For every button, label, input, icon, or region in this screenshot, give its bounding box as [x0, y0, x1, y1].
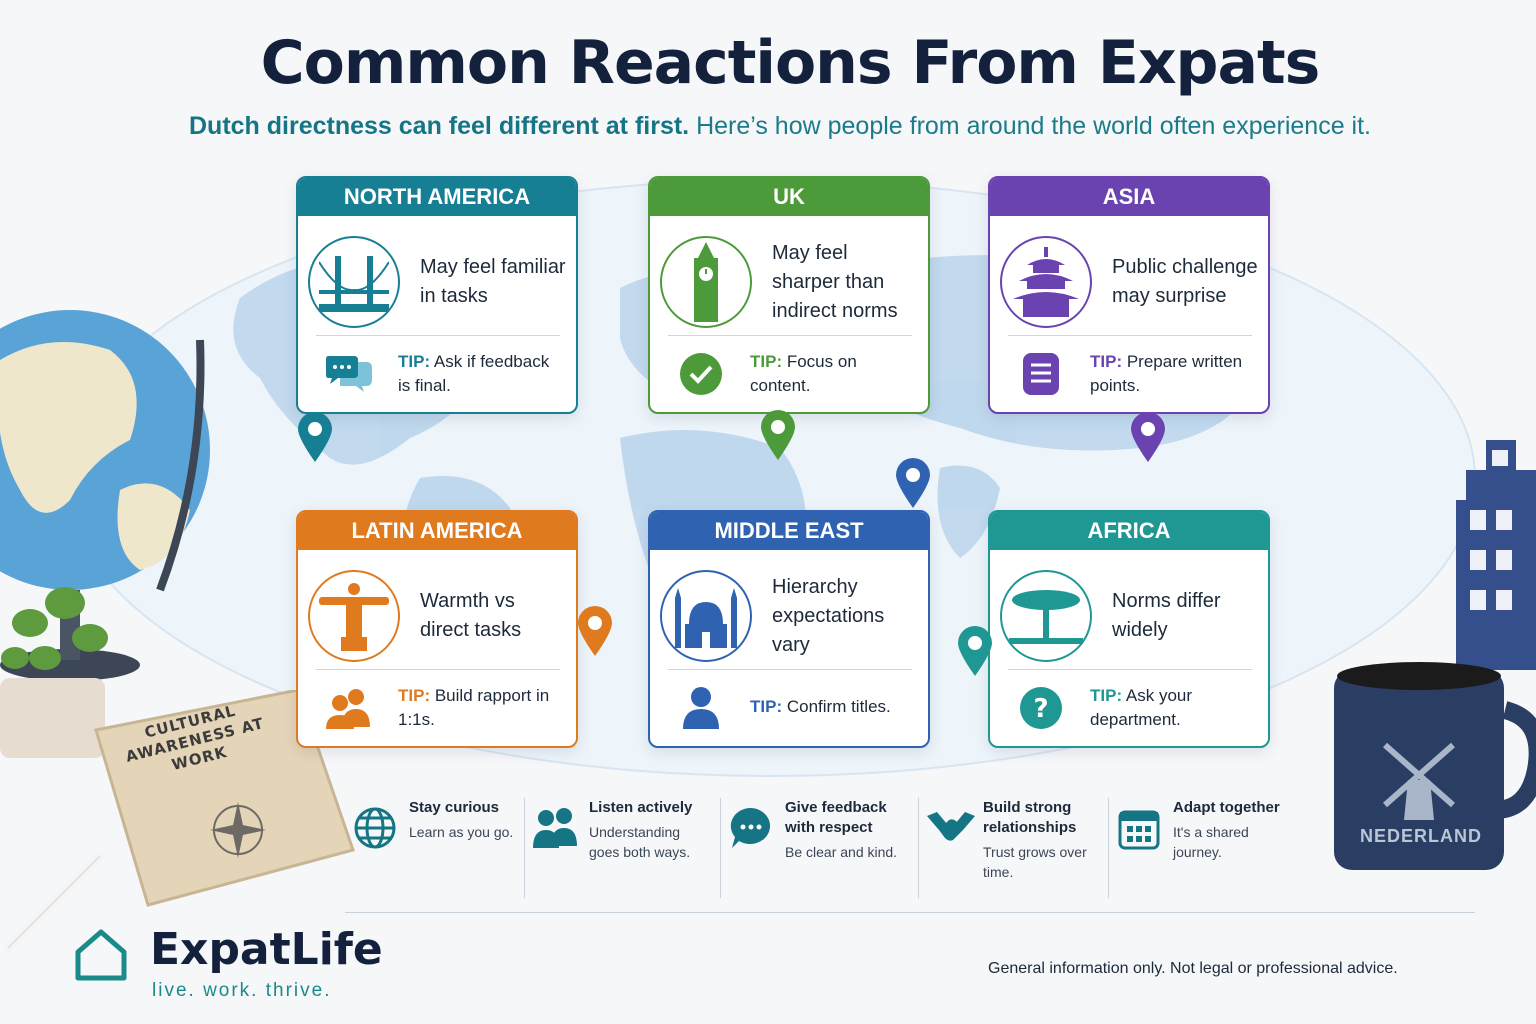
card-divider [1008, 335, 1252, 336]
page-subtitle: Dutch directness can feel different at f… [0, 112, 1536, 141]
tip-label: TIP: [398, 352, 431, 371]
card-region-title: UK [650, 178, 928, 216]
people-icon [533, 806, 579, 852]
card-tip-text: TIP: Focus on content. [750, 350, 918, 398]
pen-decoration [4, 852, 104, 952]
strip-title: Build strong relationships [983, 799, 1077, 836]
big-ben-icon [660, 236, 752, 328]
card-region-title: LATIN AMERICA [298, 512, 576, 550]
tip-label: TIP: [398, 686, 431, 705]
strip-title: Give feedback with respect [785, 799, 887, 836]
card-region-title: NORTH AMERICA [298, 178, 576, 216]
disclaimer: General information only. Not legal or p… [988, 960, 1398, 977]
card-divider [668, 669, 912, 670]
people-icon [326, 685, 372, 731]
pagoda-icon [1000, 236, 1092, 328]
tip-body: Confirm titles. [786, 697, 891, 716]
strip-sub: Trust grows over time. [983, 844, 1087, 880]
card-latin-america: LATIN AMERICA Warmth vs direct tasks TIP… [296, 510, 578, 748]
card-north-america: NORTH AMERICA May feel familiar in tasks… [296, 176, 578, 414]
strip-sub: Understanding goes both ways. [589, 824, 691, 860]
strip-sub: It's a shared journey. [1173, 824, 1249, 860]
mug-label: NEDERLAND [1360, 826, 1483, 846]
house-logo-icon [75, 929, 127, 981]
card-africa: AFRICA Norms differ widely ? TIP: Ask yo… [988, 510, 1270, 748]
brand-tagline: live. work. thrive. [152, 980, 332, 1001]
card-tip-text: TIP: Ask your department. [1090, 684, 1258, 732]
card-reaction: May feel sharper than indirect norms [772, 241, 898, 322]
tip-label: TIP: [1090, 686, 1123, 705]
chat-bubble-icon [729, 806, 775, 852]
strip-title: Stay curious [409, 799, 500, 816]
card-reaction: Hierarchy expectations vary [772, 575, 885, 656]
tip-label: TIP: [750, 697, 783, 716]
map-pin-middle-east [896, 458, 930, 508]
strip-sub: Learn as you go. [409, 824, 514, 840]
strip-item-adapt-together: Adapt together It's a shared journey. [1109, 798, 1309, 898]
strip-title: Adapt together [1173, 799, 1280, 816]
card-region-title: AFRICA [990, 512, 1268, 550]
map-pin-latin-america [578, 606, 612, 656]
card-middle-east: MIDDLE EAST Hierarchy expectations vary … [648, 510, 930, 748]
strip-title: Listen actively [589, 799, 693, 816]
card-reaction: Norms differ widely [1112, 590, 1221, 641]
tip-body: Prepare written points. [1090, 352, 1243, 395]
card-reaction: Warmth vs direct tasks [420, 590, 522, 641]
card-divider [1008, 669, 1252, 670]
map-pin-uk [761, 410, 795, 460]
subtitle-rest: Here’s how people from around the world … [689, 112, 1371, 140]
card-divider [668, 335, 912, 336]
subtitle-strong: Dutch directness can feel different at f… [189, 112, 690, 140]
page-title: Common Reactions From Expats [260, 28, 1321, 98]
strip-item-build-relationships: Build strong relationships Trust grows ov… [919, 798, 1109, 898]
card-region-title: MIDDLE EAST [650, 512, 928, 550]
card-reaction: Public challenge may surprise [1112, 256, 1258, 307]
acacia-tree-icon [1000, 570, 1092, 662]
golden-gate-bridge-icon [308, 236, 400, 328]
document-icon [1018, 351, 1064, 397]
card-tip-text: TIP: Prepare written points. [1090, 350, 1258, 398]
desk-globe-decoration [0, 310, 210, 681]
mosque-icon [660, 570, 752, 662]
coffee-mug-decoration [1334, 662, 1536, 870]
tip-body: Ask if feedback is final. [398, 352, 550, 395]
card-tip-text: TIP: Confirm titles. [750, 695, 891, 719]
tip-body: Ask your department. [1090, 686, 1193, 729]
strip-item-give-feedback: Give feedback with respect Be clear and k… [721, 798, 919, 898]
potted-plant-decoration [0, 587, 108, 758]
brand-name: ExpatLife [150, 924, 383, 975]
svg-text:?: ? [1033, 694, 1048, 724]
card-divider [316, 669, 560, 670]
map-pin-asia [1131, 412, 1165, 462]
question-circle-icon: ? [1018, 685, 1064, 731]
tip-label: TIP: [1090, 352, 1123, 371]
tip-body: Build rapport in 1:1s. [398, 686, 550, 729]
christ-redeemer-icon [308, 570, 400, 662]
card-region-title: ASIA [990, 178, 1268, 216]
chat-bubbles-icon [326, 351, 372, 397]
person-icon [678, 684, 724, 730]
card-uk: UK May feel sharper than indirect norms … [648, 176, 930, 414]
card-tip-text: TIP: Build rapport in 1:1s. [398, 684, 566, 732]
card-asia: ASIA Public challenge may surprise TIP: … [988, 176, 1270, 414]
globe-icon [353, 806, 399, 852]
map-pin-africa [958, 626, 992, 676]
strip-item-stay-curious: Stay curious Learn as you go. [345, 798, 525, 898]
card-divider [316, 335, 560, 336]
dutch-house-decoration [1456, 440, 1536, 670]
calendar-icon [1117, 806, 1163, 852]
map-pin-north-america [298, 412, 332, 462]
card-tip-text: TIP: Ask if feedback is final. [398, 350, 566, 398]
tip-label: TIP: [750, 352, 783, 371]
check-circle-icon [678, 351, 724, 397]
strip-item-listen-actively: Listen actively Understanding goes both w… [525, 798, 721, 898]
strip-sub: Be clear and kind. [785, 844, 898, 860]
tip-body: Focus on content. [750, 352, 857, 395]
tips-strip: Stay curious Learn as you go. Listen acti… [345, 798, 1315, 898]
footer-divider [345, 912, 1475, 913]
notebook-decoration [94, 690, 355, 907]
card-reaction: May feel familiar in tasks [420, 256, 566, 307]
handshake-icon [927, 806, 975, 852]
